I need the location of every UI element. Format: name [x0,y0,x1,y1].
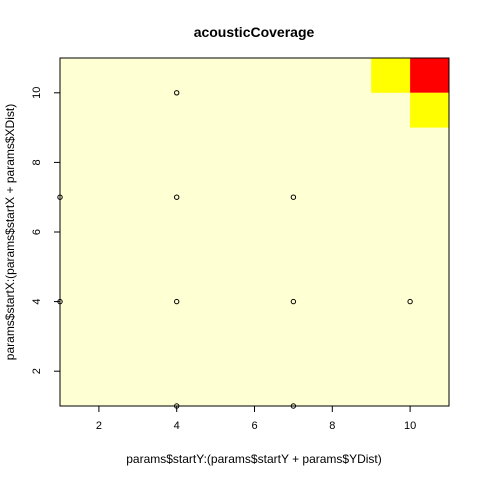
chart-title: acousticCoverage [194,24,315,40]
x-tick-label-2: 6 [251,420,257,432]
x-tick-label-0: 2 [96,420,102,432]
data-point-3 [290,194,297,200]
x-tick-label-3: 8 [329,420,335,432]
x-axis: 2 4 6 8 10 [96,405,416,432]
y-tick-label-4: 10 [31,87,43,99]
y-axis-label: params$startX:(params$startX + params$XD… [3,104,17,360]
data-point-0 [174,90,180,96]
x-axis-label: params$startY:(params$startY + params$YD… [126,452,382,466]
x-tick-label-1: 4 [174,420,180,432]
y-axis: 2 4 6 8 10 [31,87,61,374]
data-point-7 [407,298,413,305]
data-point-6 [290,298,297,305]
y-tick-label-2: 6 [31,229,43,235]
data-point-2 [174,194,180,200]
x-tick-label-4: 10 [404,420,416,432]
heatmap-cell-1 [410,58,449,93]
heatmap-cell-0 [371,58,411,93]
y-tick-label-3: 8 [31,159,43,165]
y-tick-label-0: 2 [31,368,43,374]
data-point-5 [174,298,180,305]
plot-area [57,57,450,409]
y-tick-label-1: 4 [31,299,43,305]
heatmap-background [60,58,449,406]
heatmap-cell-2 [410,92,449,128]
